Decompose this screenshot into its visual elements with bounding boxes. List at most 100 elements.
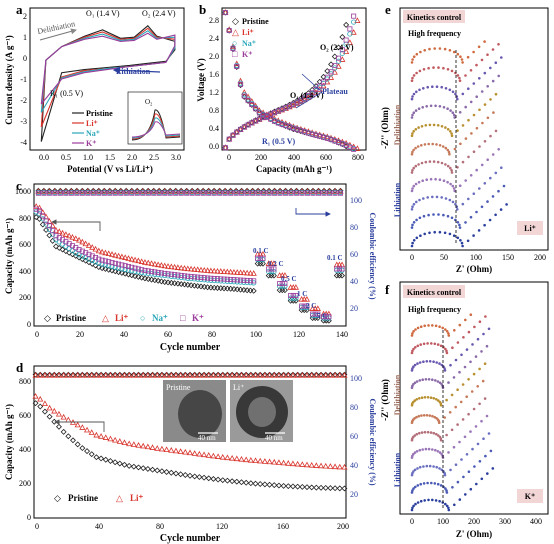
c-ce-point-k (107, 190, 113, 196)
e-nyquist-point (415, 71, 418, 75)
c-capacity-point-na (79, 253, 85, 259)
c-ce-point-k (217, 190, 223, 196)
f-delith: Delithiation (393, 374, 402, 415)
b-discharge-point-k (275, 120, 281, 126)
c-capacity-point-k (228, 276, 234, 282)
panel-d-xticks: 0 40 80 120 160 200 (35, 522, 349, 531)
e-xtick: 0 (410, 253, 414, 262)
e-nyquist-point (440, 85, 444, 89)
d-capacity-point-pristine (102, 456, 109, 463)
d-capacity-point-li (65, 416, 72, 423)
f-nyquist-point (425, 464, 429, 468)
e-nyquist-point (411, 95, 414, 98)
c-ce-point-k (338, 190, 344, 196)
c-capacity-point-k (185, 273, 191, 279)
f-nyquist-tail-point (454, 463, 458, 467)
e-nyquist-tail-point (458, 111, 462, 114)
b-ytick: 0.4 (209, 124, 219, 133)
e-nyquist-tail-point (477, 45, 481, 49)
f-nyquist-point (443, 473, 447, 477)
c-y2label: Coulombic efficiency (%) (368, 212, 377, 299)
e-nyquist-tail-point (467, 155, 470, 159)
f-nyquist-point (423, 430, 427, 434)
b-charge-point-k (336, 55, 342, 61)
c-capacity-point-k (122, 263, 128, 269)
d-capacity-point-pristine (243, 479, 250, 486)
e-nyquist-point (412, 202, 416, 206)
f-nyquist-point (412, 504, 415, 508)
panel-c-y2ticks: 20 40 60 80 100 (350, 196, 362, 313)
e-nyquist-point (437, 213, 440, 216)
a-ann-o1: O₁ (1.4 V) (86, 9, 120, 18)
f-nyquist-point (424, 378, 428, 381)
d-capacity-point-li (186, 449, 194, 456)
e-nyquist-tail-point (456, 129, 459, 132)
e-nyquist-point (422, 87, 425, 90)
d-ce-point-li (224, 371, 231, 378)
e-nyquist-point (456, 52, 460, 56)
b-ann-r1: R₁ (0.5 V) (262, 137, 295, 146)
e-delith: Delithiation (393, 104, 402, 145)
c-capacity-point-pristine (115, 269, 122, 276)
e-nyquist-tail-point (494, 92, 498, 96)
b-legend-marker-li: △ (232, 27, 239, 37)
c-capacity-point-k (218, 276, 224, 282)
c-capacity-point-pristine (72, 252, 79, 259)
c-rate-point-pristine (270, 272, 277, 279)
c-capacity-point-li (112, 251, 119, 258)
f-nyquist-point (426, 481, 429, 485)
c-capacity-point-pristine (217, 285, 224, 292)
e-nyquist-point (453, 189, 457, 193)
e-nyquist-point (431, 85, 434, 88)
d-ce-point-li (65, 371, 72, 378)
c-capacity-point-k (191, 274, 197, 280)
e-nyquist-point (410, 208, 414, 211)
f-nyquist-point (426, 342, 429, 345)
c-ce-point-k (261, 190, 267, 196)
c-rate-point-k (339, 266, 345, 272)
f-nyquist-point (435, 465, 439, 469)
e-nyquist-point (446, 164, 450, 168)
e-nyquist-point (449, 166, 452, 170)
d-capacity-point-li (135, 442, 142, 448)
b-charge-point-li (331, 69, 338, 75)
c-ce-point-k (321, 190, 327, 196)
c-capacity-point-li (148, 260, 155, 266)
c-capacity-point-k (116, 261, 122, 267)
d-capacity-point-pristine (84, 448, 91, 455)
f-nyquist-point (425, 414, 429, 417)
panel-f-plot (410, 313, 495, 512)
f-nyquist-point (412, 330, 415, 333)
e-nyquist-tail-point (475, 168, 479, 172)
c-capacity-point-pristine (59, 246, 66, 253)
f-nyquist-tail-point (465, 453, 469, 456)
c-capacity-point-li (174, 264, 181, 270)
d-tem-pristine-label: Pristine (166, 383, 191, 392)
c-rate-point-na (266, 268, 272, 275)
c-capacity-point-pristine (151, 277, 158, 284)
d-capacity-point-li (294, 460, 301, 467)
c-rate-point-na (279, 283, 285, 289)
c-ce-point-k (145, 190, 151, 196)
d-ce-point-li (149, 371, 156, 378)
f-nyquist-point (444, 502, 447, 506)
e-nyquist-point (432, 66, 435, 69)
c-capacity-point-li (155, 261, 162, 268)
f-nyquist-tail-point (472, 372, 476, 376)
e-nyquist-point (419, 50, 422, 54)
e-nyquist-tail-point (491, 195, 495, 198)
d-ce-point-li (285, 371, 292, 378)
c-rate-point-li (270, 260, 278, 266)
b-discharge-point-k (328, 137, 334, 143)
panel-e: e Kinetics control High frequency Delith… (380, 2, 549, 274)
e-nyquist-point (431, 195, 434, 199)
c-capacity-point-k (96, 256, 102, 262)
f-nyquist-point (431, 378, 434, 382)
c-capacity-point-k (112, 260, 118, 266)
c-capacity-point-k (172, 272, 178, 278)
e-nyquist-point (415, 200, 418, 204)
d-ce-point-li (41, 371, 48, 378)
d-capacity-point-pristine (65, 433, 72, 440)
c-ce-point-k (211, 190, 217, 196)
d-capacity-point-pristine (70, 437, 76, 444)
